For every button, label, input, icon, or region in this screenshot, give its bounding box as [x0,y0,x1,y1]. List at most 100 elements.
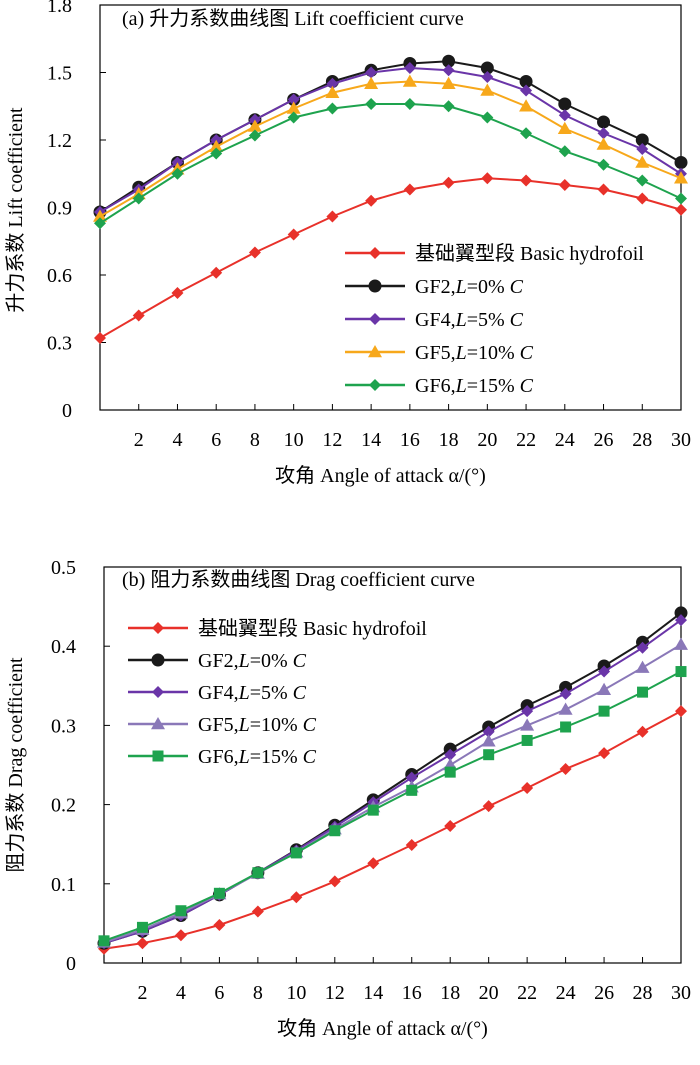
data-point [329,825,341,837]
data-point [93,209,107,222]
legend-swatch-marker [152,750,164,762]
data-point [365,194,378,207]
legend-label: GF5,L=10% C [415,342,534,364]
legend-swatch-marker [369,247,381,259]
legend-swatch-marker [152,686,164,698]
data-point [406,784,418,796]
data-point [326,77,339,90]
x-axis-title: 攻角 Angle of attack α/(°) [277,1017,488,1040]
x-tick-label: 26 [594,429,614,451]
data-point [252,867,264,879]
legend-swatch-marker [369,379,381,391]
x-tick-label: 28 [633,982,653,1004]
data-point [405,838,418,851]
x-tick-label: 24 [556,982,576,1004]
data-point [674,637,688,650]
data-point [132,309,145,322]
x-tick-label: 4 [172,429,182,451]
y-tick-label: 0 [66,953,76,975]
data-point [481,71,494,83]
y-tick-label: 1.5 [47,63,72,85]
y-tick-label: 0 [62,400,72,422]
data-point [367,857,380,870]
data-point [328,875,341,888]
data-point [596,137,611,150]
series-line [99,66,682,213]
data-point [442,64,455,77]
data-point [559,687,572,700]
data-point [365,98,378,110]
data-point [444,748,457,761]
data-point [519,99,534,112]
data-point [175,905,187,917]
data-point [557,121,572,134]
data-point [364,76,379,89]
data-point [559,762,572,775]
series-line [99,103,682,225]
data-point [403,183,416,196]
data-point [675,614,687,627]
data-point [483,749,495,761]
legend-label: GF2,L=0% C [415,276,524,298]
data-point [405,771,418,784]
y-tick-label: 0.3 [47,333,72,355]
x-tick-label: 8 [253,982,263,1004]
data-point [402,74,417,87]
x-tick-label: 22 [517,982,537,1004]
x-tick-label: 6 [214,982,224,1004]
legend-swatch-marker [369,313,381,325]
data-point [442,100,455,113]
y-tick-label: 0.5 [51,557,76,579]
data-point [209,139,224,152]
data-point [558,145,571,158]
data-point [598,747,611,760]
x-tick-label: 18 [439,429,459,451]
data-point [597,682,612,696]
data-point [248,129,261,142]
data-point [481,111,494,124]
x-tick-label: 14 [361,429,381,451]
legend-label: GF6,L=15% C [415,375,534,397]
data-point [287,93,300,106]
x-tick-label: 2 [134,429,144,451]
legend-label: GF6,L=15% C [198,746,317,768]
series-line [103,670,682,942]
series-line [99,177,682,339]
data-point [480,83,495,96]
data-point [558,702,573,715]
plot-frame [99,4,682,411]
data-point [213,887,225,899]
y-tick-label: 1.2 [47,130,72,152]
data-point [675,192,687,205]
data-point [98,935,110,947]
data-point [521,781,534,794]
data-point [94,332,106,344]
data-point [520,718,535,731]
data-point [675,705,687,718]
data-point [558,97,572,111]
data-point [403,98,416,110]
legend-label: GF4,L=5% C [415,309,524,331]
x-tick-label: 20 [479,982,499,1004]
data-point [325,85,340,98]
x-tick-label: 14 [363,982,383,1004]
x-tick-label: 30 [671,429,691,451]
x-tick-label: 20 [477,429,497,451]
x-tick-label: 18 [440,982,460,1004]
x-tick-label: 24 [555,429,575,451]
x-tick-label: 6 [211,429,221,451]
chart-title: (a) 升力系数曲线图 Lift coefficient curve [122,7,464,30]
data-point [520,84,533,97]
x-tick-label: 26 [594,982,614,1004]
data-point [521,734,533,746]
data-point [675,203,687,216]
x-tick-label: 10 [284,429,304,451]
data-point [251,905,264,918]
data-point [290,847,302,859]
data-point [635,660,650,673]
data-point [520,127,533,140]
data-point [558,109,571,122]
x-axis-title: 攻角 Angle of attack α/(°) [275,464,486,487]
data-point [403,62,416,74]
